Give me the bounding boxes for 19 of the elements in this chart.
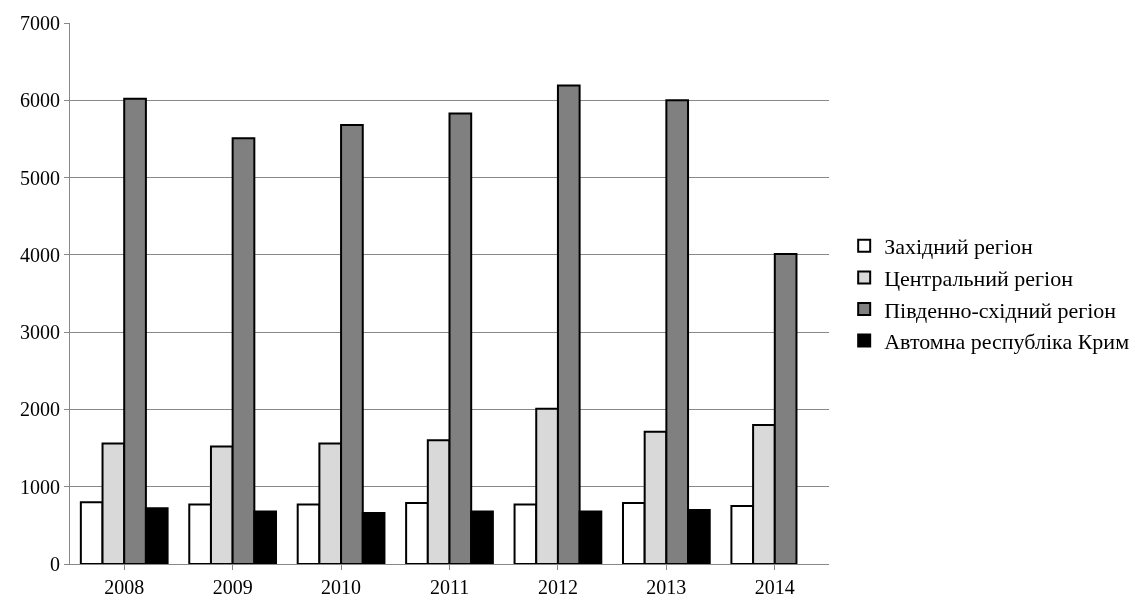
- y-tick-label: 5000: [20, 166, 60, 189]
- x-tick-label: 2012: [537, 576, 578, 598]
- x-tick-label: 2014: [754, 576, 795, 598]
- legend-label: Південно-східний регіон: [884, 297, 1117, 323]
- y-tick-label: 0: [50, 553, 60, 575]
- x-tick-label: 2010: [321, 576, 362, 598]
- x-tick-label: 2011: [429, 576, 470, 598]
- y-tick-label: 7000: [20, 12, 60, 34]
- y-tick-label: 4000: [20, 243, 60, 266]
- y-tick-label: 1000: [20, 475, 60, 498]
- legend-label: Західний регіон: [884, 234, 1033, 260]
- y-tick-label: 3000: [20, 321, 60, 344]
- y-tick-label: 2000: [20, 398, 60, 421]
- legend-label: Автомна республіка Крим: [884, 329, 1130, 355]
- x-tick-label: 2013: [646, 576, 687, 598]
- x-tick-label: 2009: [212, 576, 253, 598]
- y-tick-label: 6000: [20, 89, 60, 112]
- x-tick-label: 2008: [104, 576, 145, 598]
- legend-label: Центральний регіон: [884, 265, 1074, 291]
